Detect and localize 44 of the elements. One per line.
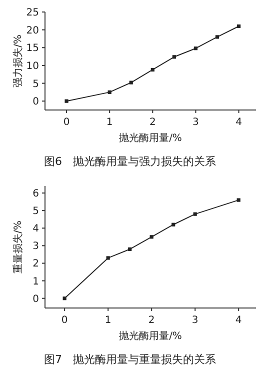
- point: [128, 247, 132, 251]
- y-tick-label: 5: [32, 206, 39, 218]
- x-tick-label: 0: [63, 117, 70, 128]
- x-axis-title: 抛光酶用量/%: [119, 132, 182, 144]
- y-tick-label: 20: [26, 25, 39, 36]
- x-tick-label: 2: [149, 117, 156, 128]
- y-tick-label: 4: [32, 224, 39, 235]
- point: [193, 212, 197, 216]
- point: [172, 222, 176, 226]
- point: [150, 235, 154, 239]
- y-axis-title: 强力损失/%: [12, 34, 24, 88]
- x-tick-label: 3: [192, 117, 199, 128]
- point: [236, 24, 241, 28]
- y-tick-label: 2: [32, 258, 39, 270]
- y-tick-label: 0: [32, 294, 39, 305]
- point: [108, 90, 112, 94]
- x-tick-label: 3: [192, 315, 198, 326]
- y-tick-label: 3: [32, 241, 39, 252]
- y-tick-label: 5: [32, 78, 39, 90]
- x-tick-label: 4: [235, 315, 242, 326]
- point: [215, 35, 220, 39]
- point: [236, 198, 240, 202]
- x-axis-title: 抛光酶用量/%: [119, 330, 182, 342]
- y-tick-label: 25: [26, 8, 39, 18]
- y-axis-title: 重量损失/%: [12, 220, 24, 274]
- y-tick-label: 6: [32, 188, 39, 200]
- point: [194, 46, 198, 50]
- x-tick-label: 1: [104, 315, 112, 326]
- point: [106, 256, 110, 260]
- x-tick-label: 2: [148, 315, 155, 326]
- caption: 图6 抛光酶用量与强力损失的关系: [44, 155, 216, 168]
- x-tick-label: 0: [61, 315, 68, 326]
- point: [129, 80, 133, 84]
- x-tick-label: 4: [236, 117, 242, 128]
- caption: 图7 抛光酶用量与重量损失的关系: [44, 353, 216, 366]
- y-tick-label: 10: [26, 60, 39, 72]
- point: [150, 68, 154, 72]
- point: [62, 296, 66, 300]
- y-tick-label: 15: [26, 43, 39, 54]
- point: [172, 55, 176, 59]
- x-tick-label: 1: [106, 117, 113, 128]
- y-tick-label: 1: [32, 276, 39, 288]
- point: [64, 99, 68, 103]
- y-tick-label: 0: [32, 96, 39, 108]
